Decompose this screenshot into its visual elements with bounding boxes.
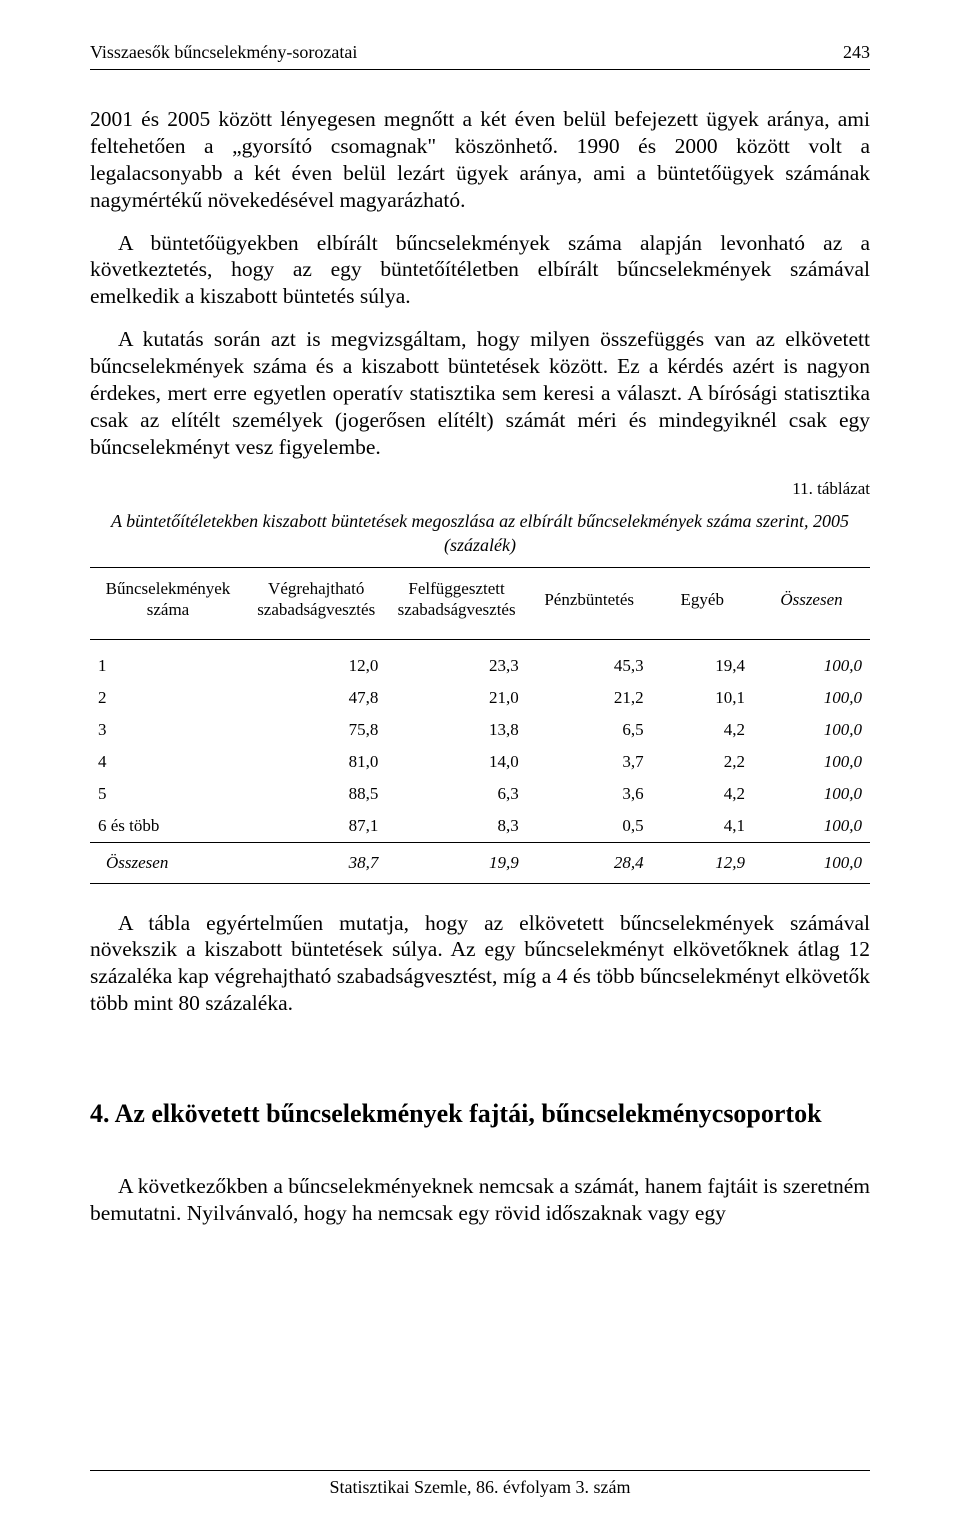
table-row: 3 75,8 13,8 6,5 4,2 100,0 <box>90 714 870 746</box>
table-cell: 4,1 <box>652 810 753 843</box>
section-heading: 4. Az elkövetett bűncselekmények fajtái,… <box>90 1097 870 1131</box>
table-caption-line1: A büntetőítéletekben kiszabott büntetése… <box>111 511 849 531</box>
table-cell: 0,5 <box>527 810 652 843</box>
table-cell: 100,0 <box>753 778 870 810</box>
table-cell: 6,3 <box>386 778 526 810</box>
running-header: Visszaesők bűncselekmény-sorozatai 243 <box>90 42 870 63</box>
table-cell: 100,0 <box>753 842 870 883</box>
table-cell: 38,7 <box>246 842 386 883</box>
table-cell: 8,3 <box>386 810 526 843</box>
table-row: 4 81,0 14,0 3,7 2,2 100,0 <box>90 746 870 778</box>
table-cell: 19,9 <box>386 842 526 883</box>
page-footer: Statisztikai Szemle, 86. évfolyam 3. szá… <box>0 1470 960 1498</box>
page-number: 243 <box>843 42 870 63</box>
col-header: Végrehajtható szabadságvesztés <box>246 568 386 640</box>
table-cell: 6,5 <box>527 714 652 746</box>
table-cell: 88,5 <box>246 778 386 810</box>
table-cell: 5 <box>90 778 246 810</box>
paragraph-1: 2001 és 2005 között lényegesen megnőtt a… <box>90 106 870 214</box>
table-cell: Összesen <box>90 842 246 883</box>
table-row: 2 47,8 21,0 21,2 10,1 100,0 <box>90 682 870 714</box>
table-row: 1 12,0 23,3 45,3 19,4 100,0 <box>90 639 870 682</box>
data-table: Bűncselekmények száma Végrehajtható szab… <box>90 567 870 884</box>
paragraph-5: A következőkben a bűncselekményeknek nem… <box>90 1173 870 1227</box>
table-cell: 12,9 <box>652 842 753 883</box>
col-header: Egyéb <box>652 568 753 640</box>
table-cell: 45,3 <box>527 639 652 682</box>
table-number: 11. táblázat <box>90 479 870 499</box>
page: Visszaesők bűncselekmény-sorozatai 243 2… <box>0 0 960 1524</box>
table-cell: 3 <box>90 714 246 746</box>
table-cell: 21,0 <box>386 682 526 714</box>
table-cell: 28,4 <box>527 842 652 883</box>
table-cell: 3,7 <box>527 746 652 778</box>
footer-text: Statisztikai Szemle, 86. évfolyam 3. szá… <box>330 1477 631 1497</box>
table-cell: 87,1 <box>246 810 386 843</box>
table-cell: 4,2 <box>652 714 753 746</box>
table-caption: A büntetőítéletekben kiszabott büntetése… <box>90 509 870 558</box>
table-cell: 2 <box>90 682 246 714</box>
col-header: Pénzbüntetés <box>527 568 652 640</box>
table-cell: 100,0 <box>753 810 870 843</box>
col-header: Összesen <box>753 568 870 640</box>
table-cell: 19,4 <box>652 639 753 682</box>
table-body: 1 12,0 23,3 45,3 19,4 100,0 2 47,8 21,0 … <box>90 639 870 883</box>
table-cell: 10,1 <box>652 682 753 714</box>
table-cell: 1 <box>90 639 246 682</box>
table-caption-line2: (százalék) <box>444 535 516 555</box>
paragraph-4: A tábla egyértelműen mutatja, hogy az el… <box>90 910 870 1018</box>
table-cell: 12,0 <box>246 639 386 682</box>
table-cell: 4 <box>90 746 246 778</box>
table-row: 6 és több 87,1 8,3 0,5 4,1 100,0 <box>90 810 870 843</box>
table-cell: 47,8 <box>246 682 386 714</box>
table-cell: 100,0 <box>753 682 870 714</box>
table-row: 5 88,5 6,3 3,6 4,2 100,0 <box>90 778 870 810</box>
table-cell: 100,0 <box>753 714 870 746</box>
table-cell: 6 és több <box>90 810 246 843</box>
table-cell: 100,0 <box>753 639 870 682</box>
table-total-row: Összesen 38,7 19,9 28,4 12,9 100,0 <box>90 842 870 883</box>
table-cell: 14,0 <box>386 746 526 778</box>
table-header-row: Bűncselekmények száma Végrehajtható szab… <box>90 568 870 640</box>
header-rule <box>90 69 870 70</box>
table-cell: 75,8 <box>246 714 386 746</box>
paragraph-3: A kutatás során azt is megvizsgáltam, ho… <box>90 326 870 460</box>
table-cell: 100,0 <box>753 746 870 778</box>
table-cell: 23,3 <box>386 639 526 682</box>
table-cell: 21,2 <box>527 682 652 714</box>
footer-rule <box>90 1470 870 1471</box>
table-cell: 3,6 <box>527 778 652 810</box>
paragraph-2: A büntetőügyekben elbírált bűncselekmény… <box>90 230 870 311</box>
col-header: Bűncselekmények száma <box>90 568 246 640</box>
running-title: Visszaesők bűncselekmény-sorozatai <box>90 42 357 63</box>
table-cell: 2,2 <box>652 746 753 778</box>
col-header: Felfüggesztett szabadságvesztés <box>386 568 526 640</box>
table-cell: 13,8 <box>386 714 526 746</box>
table-head: Bűncselekmények száma Végrehajtható szab… <box>90 568 870 640</box>
table-cell: 4,2 <box>652 778 753 810</box>
table-cell: 81,0 <box>246 746 386 778</box>
